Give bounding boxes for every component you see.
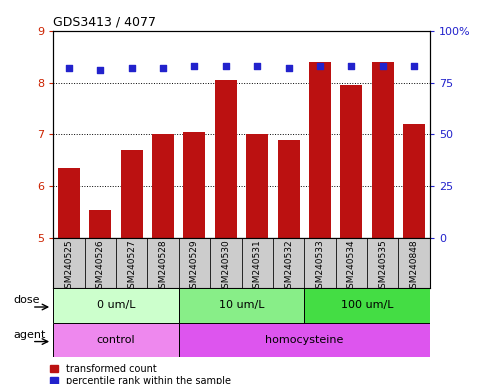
Bar — [242, 238, 273, 288]
Text: GSM240529: GSM240529 — [190, 240, 199, 294]
Bar — [309, 62, 331, 238]
Text: 100 um/L: 100 um/L — [341, 300, 393, 310]
Text: 0 um/L: 0 um/L — [97, 300, 135, 310]
Text: GSM240530: GSM240530 — [221, 240, 230, 294]
Text: GSM240526: GSM240526 — [96, 240, 105, 294]
Point — [411, 63, 418, 69]
Point — [65, 65, 73, 71]
Bar — [179, 238, 210, 288]
Bar — [210, 238, 242, 288]
Point — [222, 63, 230, 69]
Bar — [367, 238, 398, 288]
Bar — [53, 323, 179, 357]
Bar — [246, 134, 268, 238]
Point — [159, 65, 167, 71]
Point — [379, 63, 387, 69]
Bar — [372, 62, 394, 238]
Bar — [184, 132, 205, 238]
Bar — [341, 85, 362, 238]
Bar — [179, 323, 430, 357]
Bar — [179, 288, 304, 323]
Bar — [152, 134, 174, 238]
Point — [348, 63, 355, 69]
Text: GSM240534: GSM240534 — [347, 240, 356, 294]
Bar — [53, 238, 85, 288]
Bar — [278, 139, 299, 238]
Text: GSM240533: GSM240533 — [315, 240, 325, 294]
Bar — [304, 288, 430, 323]
Text: homocysteine: homocysteine — [265, 335, 343, 345]
Bar — [273, 238, 304, 288]
Text: GSM240532: GSM240532 — [284, 240, 293, 294]
Point — [285, 65, 293, 71]
Bar — [403, 124, 425, 238]
Bar — [85, 238, 116, 288]
Bar — [89, 210, 111, 238]
Bar — [215, 80, 237, 238]
Bar — [336, 238, 367, 288]
Text: GSM240527: GSM240527 — [127, 240, 136, 294]
Text: GSM240535: GSM240535 — [378, 240, 387, 294]
Point — [191, 63, 199, 69]
Text: GSM240528: GSM240528 — [158, 240, 168, 294]
Point — [253, 63, 261, 69]
Bar — [121, 150, 142, 238]
Text: dose: dose — [14, 295, 40, 305]
Bar — [116, 238, 147, 288]
Text: GSM240525: GSM240525 — [64, 240, 73, 294]
Legend: transformed count, percentile rank within the sample: transformed count, percentile rank withi… — [48, 362, 233, 384]
Bar — [58, 168, 80, 238]
Bar — [304, 238, 336, 288]
Point — [316, 63, 324, 69]
Point — [97, 67, 104, 73]
Text: GSM240531: GSM240531 — [253, 240, 262, 294]
Text: control: control — [97, 335, 135, 345]
Text: GDS3413 / 4077: GDS3413 / 4077 — [53, 15, 156, 28]
Text: agent: agent — [14, 329, 46, 340]
Text: 10 um/L: 10 um/L — [219, 300, 264, 310]
Bar — [53, 288, 179, 323]
Bar — [147, 238, 179, 288]
Point — [128, 65, 135, 71]
Bar — [398, 238, 430, 288]
Text: GSM240848: GSM240848 — [410, 240, 419, 294]
